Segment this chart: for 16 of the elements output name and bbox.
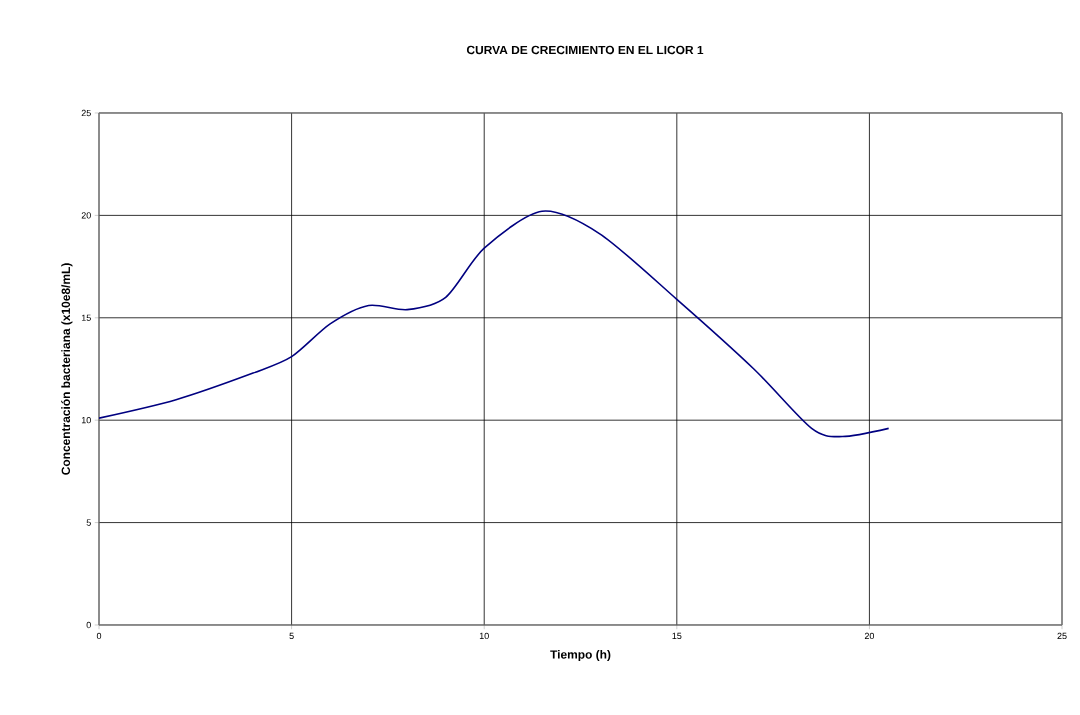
line-series bbox=[99, 210, 890, 438]
y-axis-title: Concentración bacteriana (x10e8/mL) bbox=[61, 263, 73, 475]
x-tick-label: 15 bbox=[672, 632, 682, 640]
x-tick-label: 0 bbox=[96, 632, 102, 640]
y-tick-label: 0 bbox=[86, 621, 91, 629]
chart-title: CURVA DE CRECIMIENTO EN EL LICOR 1 bbox=[466, 45, 704, 55]
y-tick-label: 5 bbox=[86, 519, 91, 526]
x-tick-label: 25 bbox=[1057, 632, 1067, 640]
x-tick-label: 5 bbox=[289, 632, 294, 640]
y-tick-label: 20 bbox=[81, 212, 91, 219]
y-tick-label: 15 bbox=[81, 314, 91, 321]
x-tick-label: 10 bbox=[479, 632, 489, 640]
y-tick-label: 25 bbox=[81, 109, 91, 117]
y-tick-label: 10 bbox=[81, 417, 91, 424]
x-tick-label: 20 bbox=[864, 632, 875, 640]
x-axis-title: Tiempo (h) bbox=[550, 649, 611, 662]
